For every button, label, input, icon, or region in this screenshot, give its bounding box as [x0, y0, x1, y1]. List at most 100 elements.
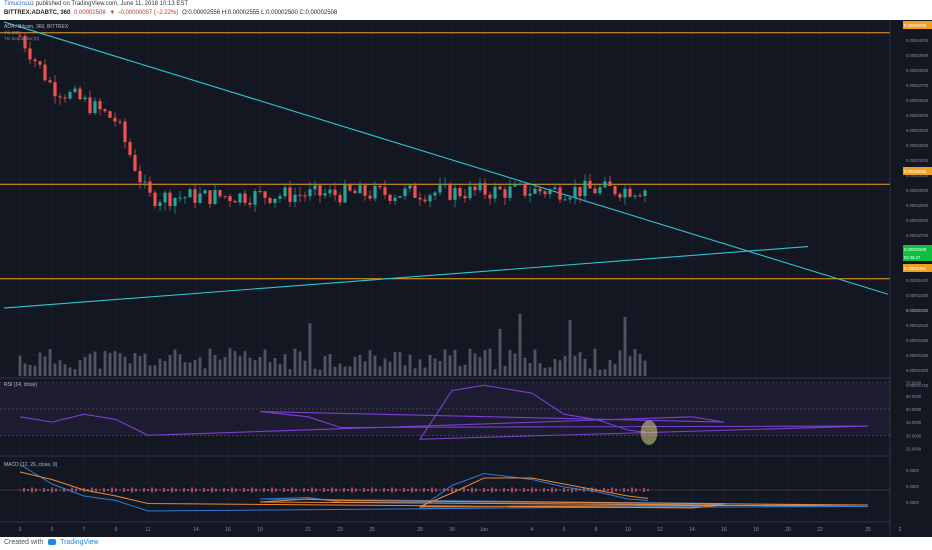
time-tick-label: 19: [257, 527, 263, 533]
volume-bar: [448, 355, 452, 376]
candle-body: [503, 189, 507, 198]
macd-hist-bar: [191, 487, 193, 493]
macd-hist-bar: [375, 488, 377, 492]
volume-bar: [253, 360, 257, 376]
macd-hist-bar: [427, 489, 429, 491]
candle-body: [553, 187, 557, 190]
macd-hist-bar: [99, 489, 101, 491]
macd-hist-bar: [627, 489, 629, 491]
macd-hist-bar: [623, 488, 625, 492]
volume-bar: [343, 366, 347, 376]
volume-bar: [468, 348, 472, 376]
price-pane[interactable]: [0, 21, 890, 309]
volume-bar: [33, 365, 37, 376]
highlight-circle: [640, 420, 658, 445]
macd-hist-bar: [243, 488, 245, 492]
macd-hist-bar: [403, 488, 405, 492]
volume-bar: [283, 354, 287, 376]
price-tick-label: 0.00003400: [906, 128, 929, 133]
volume-bar: [243, 351, 247, 376]
candle-body: [348, 184, 352, 191]
volume-bar: [568, 319, 572, 376]
macd-hist-bar: [127, 489, 129, 491]
price-tick-label: 0.00003500: [906, 113, 929, 118]
macd-hist-bar: [431, 487, 433, 493]
candle-body: [163, 192, 167, 203]
macd-hist-bar: [411, 487, 413, 493]
macd-hist-bar: [159, 489, 161, 491]
price-label-tag: [903, 264, 932, 272]
rsi-tick-label: 40.0000: [906, 420, 922, 425]
volume-bar: [453, 349, 457, 376]
macd-hist-bar: [567, 489, 569, 491]
volume-bar: [583, 358, 587, 376]
macd-hist-bar: [475, 488, 477, 492]
macd-hist-bar: [167, 489, 169, 491]
macd-hist-bar: [295, 488, 297, 492]
time-tick-label: 22: [817, 527, 823, 533]
candle-body: [153, 192, 157, 206]
time-tick-label: 11: [145, 527, 150, 533]
macd-tick-label: 0.0000: [906, 500, 919, 505]
macd-hist-bar: [79, 489, 81, 491]
time-tick-label: 25: [369, 527, 375, 533]
macd-hist-bar: [219, 489, 221, 491]
volume-bar: [43, 356, 47, 376]
publish-line: Timucinsoz published on TradingView.com,…: [4, 1, 188, 7]
candle-body: [358, 185, 362, 194]
candle-body: [298, 194, 302, 196]
indicator-label: TD Sequential (0): [4, 36, 40, 41]
volume-bar: [618, 350, 622, 376]
candle-body: [558, 187, 562, 200]
candle-body: [198, 193, 202, 203]
candle-body: [603, 181, 607, 188]
candle-body: [213, 190, 217, 204]
candle-body: [383, 187, 387, 195]
candle-body: [438, 185, 442, 193]
volume-bar: [383, 358, 387, 376]
macd-hist-bar: [259, 489, 261, 491]
volume-bar: [528, 363, 532, 376]
time-axis[interactable]: 3 5 7 9 11 14 16 19 21 23 25 28 30 Jun 4 6 8 10 12 14 16 18 20…: [19, 527, 902, 533]
rsi-pane[interactable]: [0, 382, 890, 445]
rsi-tick-label: 50.0000: [906, 407, 922, 412]
macd-hist-bar: [343, 488, 345, 492]
candle-body: [18, 35, 22, 37]
macd-hist-bar: [643, 488, 645, 492]
macd-pane[interactable]: [0, 464, 890, 512]
macd-hist-bar: [55, 488, 57, 492]
volume-bar: [138, 355, 142, 376]
candle-body: [278, 196, 282, 199]
volume-bar: [268, 361, 272, 376]
volume-bar: [143, 353, 147, 376]
macd-hist-bar: [91, 487, 93, 493]
last-price: 0.00002508: [74, 10, 106, 16]
price-tick-label: 0.00003100: [906, 173, 929, 178]
price-axis[interactable]: 0.00004000 0.00003900 0.00003800 0.00003700…: [889, 20, 932, 537]
macd-hist-bar: [95, 488, 97, 492]
candle-body: [63, 97, 67, 99]
volume-bar: [598, 369, 602, 376]
volume-bar: [428, 355, 432, 376]
macd-hist-bar: [487, 489, 489, 491]
macd-hist-bar: [71, 487, 73, 493]
volume-bar: [48, 349, 52, 376]
author-link[interactable]: Timucinsoz: [4, 1, 35, 7]
macd-hist-bar: [263, 488, 265, 492]
volume-bar: [338, 363, 342, 376]
macd-hist-bar: [63, 488, 65, 492]
macd-hist-bar: [523, 488, 525, 492]
candle-body: [353, 190, 357, 194]
price-tick-label: 0.00002120: [906, 308, 929, 313]
time-tick-label: 10: [625, 527, 631, 533]
volume-bar: [633, 348, 637, 376]
volume-bar: [178, 354, 182, 376]
volume-bar: [643, 360, 647, 376]
macd-hist-bar: [383, 488, 385, 492]
tradingview-brand[interactable]: TradingView: [60, 539, 99, 546]
chart-canvas[interactable]: 0.00004000 0.00003900 0.00003800 0.00003700…: [0, 20, 932, 537]
candle-body: [148, 181, 152, 193]
volume-bar: [348, 366, 352, 376]
candle-body: [93, 101, 97, 114]
volume-bar: [613, 364, 617, 376]
